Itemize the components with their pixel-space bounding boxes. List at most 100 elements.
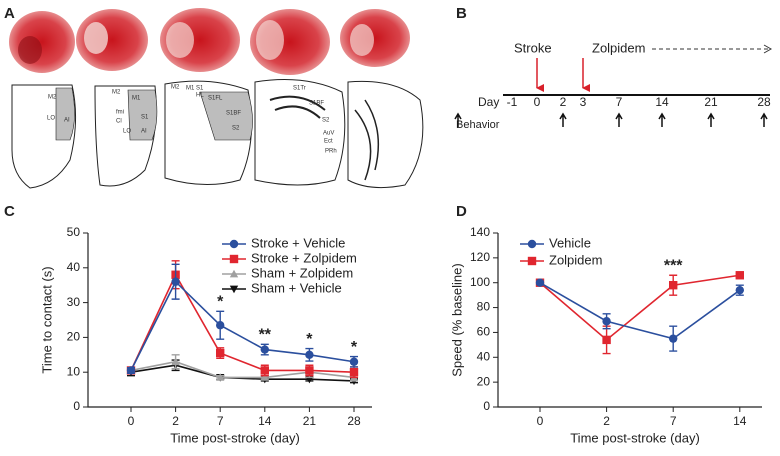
marker [735,285,744,295]
legend-marker [527,256,537,266]
event-label: Zolpidem [592,40,645,55]
x-tick-label: 7 [217,414,224,428]
legend-label: Zolpidem [549,252,602,267]
series [536,280,744,352]
atlas-label: PRh [325,149,337,155]
annotation: * [306,331,313,348]
x-axis-label: Time post-stroke (day) [570,430,700,445]
behavior-arrow [454,112,462,127]
marker [669,281,678,290]
day-tick-label: 28 [757,95,771,109]
y-tick-label: 50 [67,225,81,239]
panel-label: B [456,5,467,22]
atlas-label: Cl [116,119,122,125]
marker [349,357,359,366]
atlas-label: HL [196,93,204,99]
y-axis-label: Speed (% baseline) [449,263,464,376]
behavior-arrow [615,112,623,127]
atlas-label: S1 [196,86,204,92]
y-axis-label: Time to contact (s) [39,266,54,373]
x-tick-label: 14 [733,414,747,428]
series [536,272,744,355]
legend-label: Stroke + Zolpidem [251,250,357,265]
series-line [539,282,741,340]
day-tick-label: 21 [704,95,718,109]
marker [126,366,136,375]
day-tick-label: 3 [580,95,587,109]
atlas-label: S1FL [208,96,223,102]
atlas-label: AI [64,118,70,124]
legend-marker [229,254,239,264]
marker [735,271,744,280]
atlas-label: M2 [171,85,180,91]
atlas-label: LO [123,129,131,135]
series-line [130,360,355,379]
x-tick-label: 0 [128,414,135,428]
atlas-label: AuV [323,131,334,137]
marker [602,317,611,326]
x-tick-label: 2 [172,414,179,428]
x-tick-label: 14 [258,414,272,428]
atlas-label: S1BF [309,101,324,107]
annotation: *** [664,257,683,274]
atlas-label: LO [47,116,55,122]
marker [216,321,225,330]
atlas-label: M1 [132,96,141,102]
legend-label: Sham + Zolpidem [251,265,353,280]
marker [349,368,359,377]
legend-marker [229,285,239,294]
series-line [539,274,740,341]
marker [305,366,314,375]
legend-marker [527,239,537,249]
y-tick-label: 30 [67,295,81,309]
marker [171,357,180,366]
y-tick-label: 20 [477,374,491,388]
atlas-label: M2 [48,95,57,101]
atlas-drawings [11,79,424,189]
x-tick-label: 7 [670,414,677,428]
x-axis-label: Time post-stroke (day) [170,430,300,445]
event-label: Stroke [514,40,552,55]
y-tick-label: 40 [67,260,81,274]
day-tick-label: 2 [560,95,567,109]
y-tick-label: 0 [483,399,490,413]
atlas-label: M2 [112,90,121,96]
series-line [130,280,355,371]
atlas-label: Ect [324,139,333,145]
y-tick-label: 20 [67,330,81,344]
legend-marker [229,269,239,278]
atlas-label: AI [141,129,147,135]
marker [216,373,225,381]
timeline [503,44,773,96]
day-label: Day [478,95,499,109]
atlas-label: S1BF [226,111,241,117]
y-tick-label: 40 [477,349,491,363]
panel-label: C [4,203,15,220]
y-tick-label: 10 [67,364,81,378]
legend-marker [229,239,239,249]
x-tick-label: 0 [537,414,544,428]
annotation: * [217,294,224,311]
day-tick-label: 7 [616,95,623,109]
marker [260,373,269,381]
annotation: * [351,339,358,356]
atlas-label: S2 [322,118,330,124]
atlas-label: fmi [116,110,124,116]
behavior-arrow [559,112,567,127]
behavior-arrow [707,112,715,127]
series-line [130,273,355,373]
x-tick-label: 2 [603,414,610,428]
day-tick-label: 14 [655,95,669,109]
legend-label: Stroke + Vehicle [251,235,345,250]
marker [602,335,611,345]
panel-label: D [456,203,467,220]
marker [669,334,678,343]
legend-label: Sham + Vehicle [251,280,342,295]
annotation: ** [259,327,272,344]
marker [305,350,314,359]
behavior-label: Behavior [456,119,500,131]
legend-label: Vehicle [549,235,591,250]
atlas-label: S1 [141,115,149,121]
day-tick-label: 0 [534,95,541,109]
